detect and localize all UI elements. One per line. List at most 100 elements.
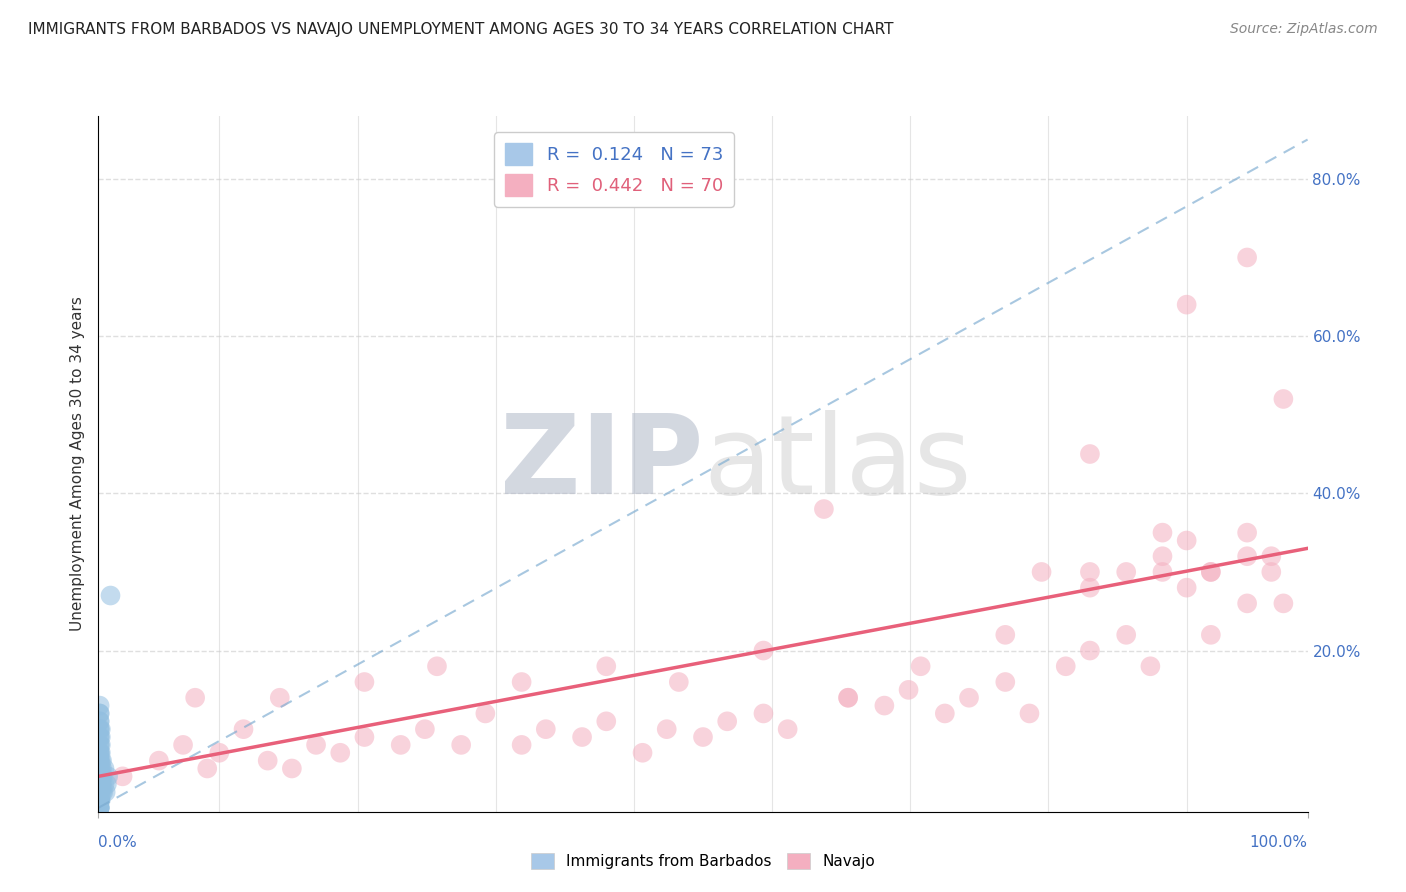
Point — [89, 738, 111, 752]
Point — [256, 754, 278, 768]
Point — [89, 762, 111, 776]
Point — [776, 722, 799, 736]
Point — [89, 754, 111, 768]
Point — [837, 690, 859, 705]
Point — [571, 730, 593, 744]
Point — [1272, 596, 1295, 610]
Point — [89, 793, 111, 807]
Point — [1139, 659, 1161, 673]
Point — [595, 714, 617, 729]
Point — [89, 722, 111, 736]
Point — [172, 738, 194, 752]
Point — [655, 722, 678, 736]
Point — [837, 690, 859, 705]
Point — [1115, 628, 1137, 642]
Point — [89, 777, 111, 791]
Point — [93, 762, 115, 776]
Point — [89, 746, 111, 760]
Text: IMMIGRANTS FROM BARBADOS VS NAVAJO UNEMPLOYMENT AMONG AGES 30 TO 34 YEARS CORREL: IMMIGRANTS FROM BARBADOS VS NAVAJO UNEMP… — [28, 22, 894, 37]
Point — [89, 785, 111, 799]
Point — [90, 793, 112, 807]
Point — [90, 769, 112, 783]
Point — [89, 714, 111, 729]
Point — [89, 793, 111, 807]
Point — [1260, 549, 1282, 564]
Point — [89, 706, 111, 721]
Point — [1199, 628, 1222, 642]
Point — [94, 785, 117, 799]
Point — [208, 746, 231, 760]
Point — [752, 706, 775, 721]
Point — [1078, 447, 1101, 461]
Point — [426, 659, 449, 673]
Point — [89, 698, 111, 713]
Point — [994, 628, 1017, 642]
Point — [89, 801, 111, 815]
Point — [353, 730, 375, 744]
Point — [1078, 565, 1101, 579]
Point — [93, 777, 115, 791]
Point — [184, 690, 207, 705]
Point — [510, 675, 533, 690]
Point — [91, 785, 114, 799]
Text: ZIP: ZIP — [499, 410, 703, 517]
Point — [1272, 392, 1295, 406]
Point — [89, 754, 111, 768]
Point — [91, 769, 114, 783]
Point — [90, 785, 112, 799]
Point — [89, 793, 111, 807]
Point — [1175, 533, 1198, 548]
Point — [89, 762, 111, 776]
Point — [89, 801, 111, 815]
Point — [97, 769, 120, 783]
Point — [89, 777, 111, 791]
Point — [994, 675, 1017, 690]
Point — [910, 659, 932, 673]
Point — [534, 722, 557, 736]
Point — [1175, 581, 1198, 595]
Point — [89, 777, 111, 791]
Point — [1152, 549, 1174, 564]
Point — [90, 762, 112, 776]
Point — [90, 777, 112, 791]
Point — [91, 762, 114, 776]
Point — [1018, 706, 1040, 721]
Point — [100, 589, 122, 603]
Legend: R =  0.124   N = 73, R =  0.442   N = 70: R = 0.124 N = 73, R = 0.442 N = 70 — [495, 132, 734, 207]
Point — [91, 754, 114, 768]
Point — [90, 738, 112, 752]
Point — [668, 675, 690, 690]
Point — [752, 643, 775, 657]
Point — [90, 754, 112, 768]
Point — [90, 730, 112, 744]
Point — [89, 730, 111, 744]
Point — [89, 769, 111, 783]
Point — [89, 722, 111, 736]
Point — [269, 690, 291, 705]
Point — [89, 730, 111, 744]
Point — [957, 690, 980, 705]
Point — [1152, 525, 1174, 540]
Point — [450, 738, 472, 752]
Point — [1199, 565, 1222, 579]
Point — [89, 738, 111, 752]
Point — [89, 785, 111, 799]
Point — [1115, 565, 1137, 579]
Point — [1078, 581, 1101, 595]
Point — [1152, 565, 1174, 579]
Point — [89, 785, 111, 799]
Point — [91, 777, 114, 791]
Point — [89, 793, 111, 807]
Point — [389, 738, 412, 752]
Point — [934, 706, 956, 721]
Point — [1175, 298, 1198, 312]
Point — [96, 777, 118, 791]
Point — [1236, 251, 1258, 265]
Point — [89, 801, 111, 815]
Point — [148, 754, 170, 768]
Point — [232, 722, 254, 736]
Point — [474, 706, 496, 721]
Point — [111, 769, 134, 783]
Point — [89, 801, 111, 815]
Point — [510, 738, 533, 752]
